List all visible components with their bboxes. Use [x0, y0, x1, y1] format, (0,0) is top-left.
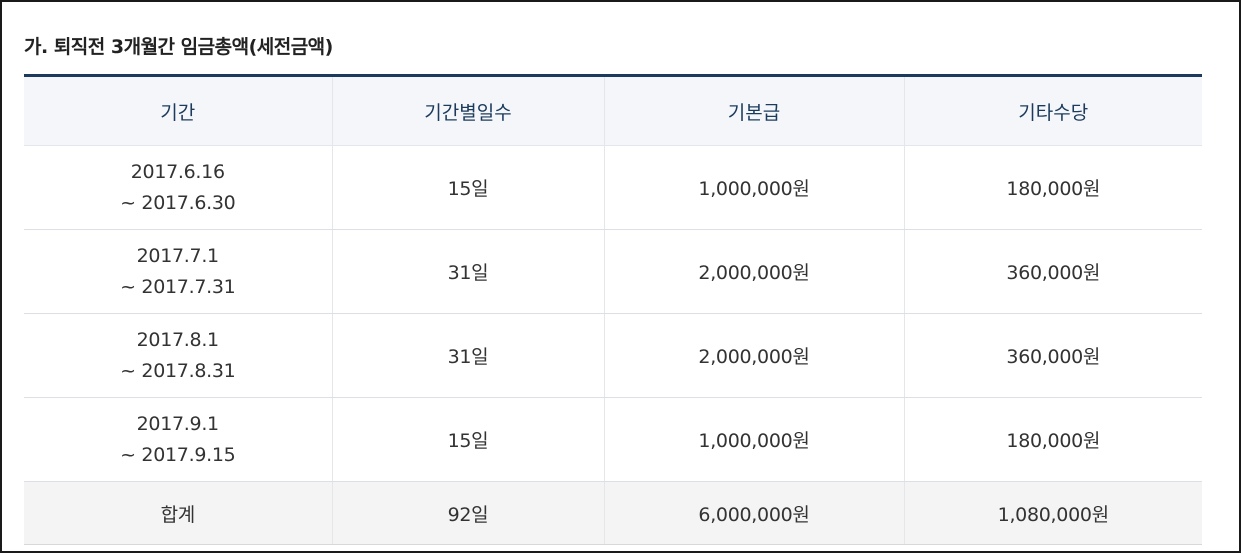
header-other-allowance: 기타수당: [903, 75, 1202, 146]
header-base-pay: 기본급: [603, 75, 904, 146]
total-days: 92일: [331, 481, 604, 545]
other-allowance-cell: 360,000원: [903, 313, 1202, 398]
period-end: ~ 2017.9.15: [120, 443, 236, 466]
period-start: 2017.9.1: [136, 412, 220, 435]
period-end: ~ 2017.8.31: [120, 359, 236, 382]
total-label: 합계: [24, 481, 332, 545]
table-row: 2017.6.16 ~ 2017.6.30 15일 1,000,000원 180…: [24, 145, 1202, 230]
section-title: 가. 퇴직전 3개월간 임금총액(세전금액): [24, 36, 333, 58]
total-other-allowance: 1,080,000원: [903, 481, 1202, 545]
period-cell: 2017.8.1 ~ 2017.8.31: [24, 313, 332, 398]
days-cell: 31일: [331, 229, 604, 314]
header-days: 기간별일수: [331, 75, 604, 146]
wage-table: 기간 기간별일수 기본급 기타수당 2017.6.16 ~ 2017.6.30 …: [24, 74, 1202, 545]
period-cell: 2017.7.1 ~ 2017.7.31: [24, 229, 332, 314]
base-pay-cell: 2,000,000원: [603, 229, 904, 314]
days-cell: 15일: [331, 145, 604, 230]
base-pay-cell: 1,000,000원: [603, 145, 904, 230]
table-row: 2017.8.1 ~ 2017.8.31 31일 2,000,000원 360,…: [24, 313, 1202, 398]
table-row: 2017.7.1 ~ 2017.7.31 31일 2,000,000원 360,…: [24, 229, 1202, 314]
days-cell: 15일: [331, 397, 604, 482]
total-base-pay: 6,000,000원: [603, 481, 904, 545]
other-allowance-cell: 180,000원: [903, 397, 1202, 482]
period-cell: 2017.6.16 ~ 2017.6.30: [24, 145, 332, 230]
period-cell: 2017.9.1 ~ 2017.9.15: [24, 397, 332, 482]
other-allowance-cell: 180,000원: [903, 145, 1202, 230]
period-start: 2017.8.1: [136, 328, 220, 351]
base-pay-cell: 1,000,000원: [603, 397, 904, 482]
other-allowance-cell: 360,000원: [903, 229, 1202, 314]
header-period: 기간: [24, 75, 332, 146]
days-cell: 31일: [331, 313, 604, 398]
total-row: 합계 92일 6,000,000원 1,080,000원: [24, 481, 1202, 545]
period-end: ~ 2017.6.30: [120, 191, 236, 214]
period-end: ~ 2017.7.31: [120, 275, 236, 298]
table-row: 2017.9.1 ~ 2017.9.15 15일 1,000,000원 180,…: [24, 397, 1202, 482]
period-start: 2017.6.16: [130, 160, 225, 183]
period-start: 2017.7.1: [136, 244, 220, 267]
table-header-row: 기간 기간별일수 기본급 기타수당: [24, 75, 1202, 146]
base-pay-cell: 2,000,000원: [603, 313, 904, 398]
